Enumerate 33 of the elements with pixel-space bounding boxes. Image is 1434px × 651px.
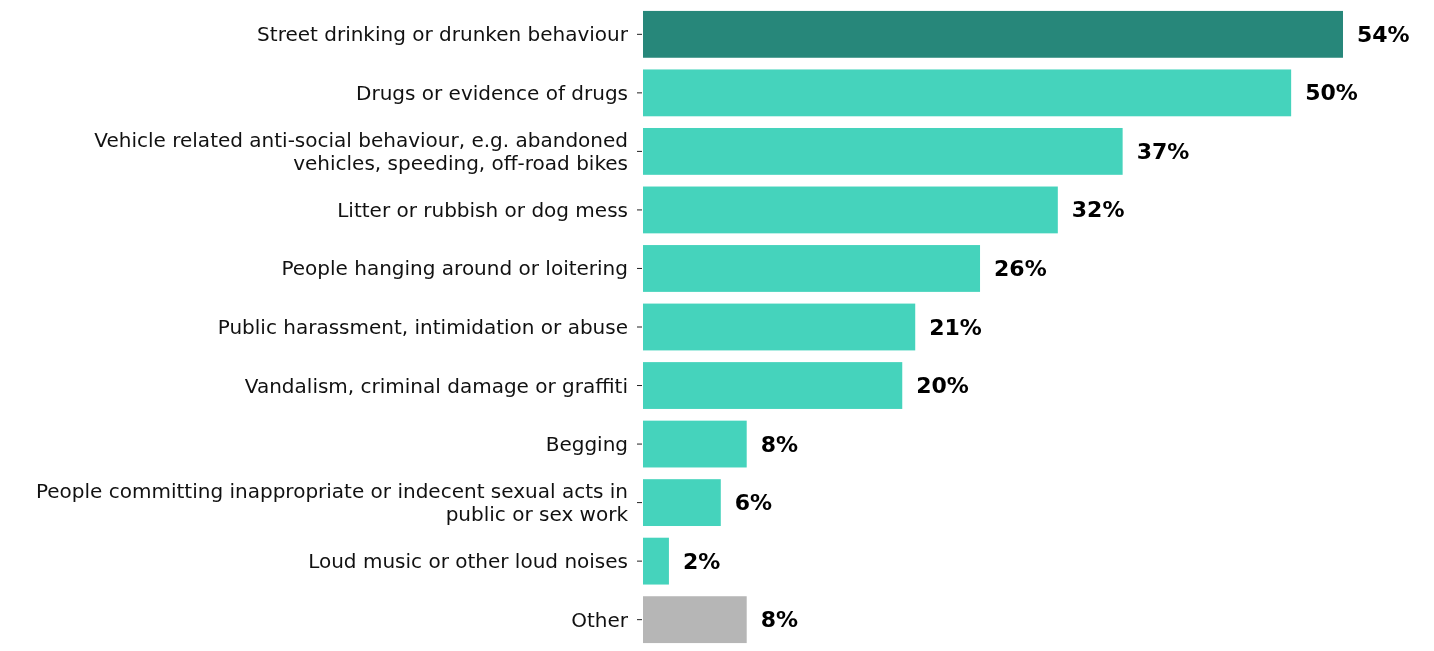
data-label: 21%	[929, 314, 982, 340]
data-label: 8%	[760, 607, 799, 633]
data-label: 2%	[682, 548, 721, 574]
y-tick-label: Street drinking or drunken behaviour	[257, 22, 629, 47]
y-tick-label: Begging	[545, 432, 628, 457]
y-tick-label: Vehicle related anti-social behaviour, e.g. abandoned vehicles, speeding, off-road bikes	[94, 127, 628, 175]
bar	[643, 186, 1058, 234]
bar	[643, 127, 1123, 175]
data-label: 50%	[1305, 80, 1358, 106]
data-label: 8%	[760, 431, 799, 457]
bar	[643, 362, 903, 409]
data-label: 20%	[916, 373, 969, 399]
bar	[643, 69, 1292, 117]
bar	[643, 420, 747, 468]
data-label: 54%	[1357, 21, 1410, 47]
y-tick-label: Drugs or evidence of drugs	[356, 80, 628, 105]
y-tick-label: Public harassment, intimidation or abuse	[217, 315, 628, 339]
y-tick-label: Other	[571, 607, 629, 632]
bar	[643, 245, 981, 292]
data-label: 32%	[1071, 197, 1125, 223]
bar	[643, 537, 669, 585]
data-label: 37%	[1136, 138, 1190, 164]
bar	[643, 303, 916, 351]
bar	[643, 479, 721, 527]
y-tick-label: Litter or rubbish or dog mess	[337, 197, 628, 222]
y-tick-label: Vandalism, criminal damage or graffiti	[244, 373, 628, 398]
y-tick-label: People hanging around or loitering	[281, 256, 628, 281]
data-label: 6%	[734, 490, 773, 516]
bar	[643, 10, 1343, 58]
y-tick-label: Loud music or other loud noises	[308, 549, 628, 574]
bar	[643, 596, 747, 644]
y-tick-label: People committing inappropriate or indecent sexual acts in public or sex work	[35, 479, 629, 527]
data-label: 26%	[994, 255, 1047, 281]
